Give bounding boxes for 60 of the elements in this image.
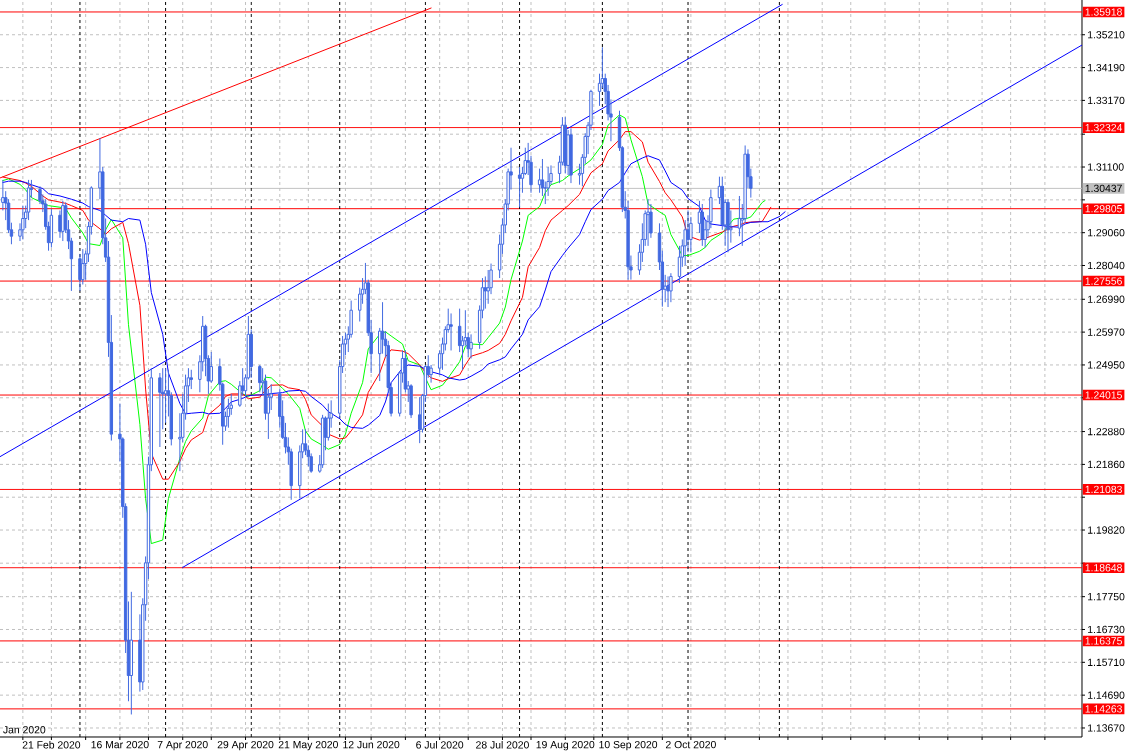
y-tick-label: 1.33170 — [1088, 96, 1125, 105]
candlestick — [569, 127, 573, 184]
y-tick-label: 1.28040 — [1088, 261, 1125, 270]
y-tick-label: 1.14690 — [1088, 691, 1125, 699]
candlestick — [349, 300, 353, 339]
ref-line-label: 1.29805 — [1085, 205, 1122, 213]
x-tick-label: 6 Jul 2020 — [416, 740, 464, 749]
ref-line-label: 1.16375 — [1085, 637, 1122, 645]
candlestick — [449, 312, 453, 351]
y-tick-label: 1.25970 — [1088, 328, 1125, 336]
candlestick — [409, 383, 413, 419]
y-tick-label: 1.16730 — [1088, 625, 1125, 634]
x-tick-label: 12 Jun 2020 — [343, 740, 400, 749]
candlestick — [18, 222, 22, 242]
candlestick — [549, 164, 553, 186]
candlestick — [537, 168, 542, 194]
y-tick-label: 1.22880 — [1088, 427, 1125, 436]
y-tick-label: 1.31100 — [1088, 163, 1124, 171]
x-tick-label: 28 Jul 2020 — [476, 740, 529, 749]
x-tick-label: 2 Oct 2020 — [665, 740, 716, 749]
x-tick-label: 10 Sep 2020 — [599, 740, 658, 751]
y-tick-label: 1.21860 — [1088, 460, 1125, 469]
ref-line-label: 1.24015 — [1085, 391, 1122, 399]
ref-line-label: 1.14263 — [1085, 705, 1122, 713]
y-tick-label: 1.24950 — [1088, 361, 1125, 369]
candlestick — [669, 272, 673, 303]
candlestick — [726, 198, 730, 253]
x-tick-label: 7 Apr 2020 — [157, 740, 208, 751]
ref-line-label: 1.35918 — [1085, 8, 1122, 16]
x-tick-label: 19 Aug 2020 — [536, 740, 595, 751]
y-tick-label: 1.29060 — [1088, 229, 1125, 237]
line-series — [2, 114, 766, 545]
candlestick — [38, 185, 42, 205]
candlestick — [378, 327, 382, 382]
candlestick — [709, 189, 713, 229]
ref-line-label: 1.18648 — [1085, 564, 1122, 572]
y-tick-label: 1.13670 — [1088, 724, 1125, 732]
y-tick-label: 1.19820 — [1088, 526, 1125, 534]
annotation: Jan 2020 — [3, 726, 46, 734]
candlestick — [129, 591, 134, 715]
ref-line-label: 1.27556 — [1085, 277, 1122, 285]
y-tick-label: 1.17750 — [1088, 592, 1125, 601]
x-tick-label: 16 Mar 2020 — [91, 740, 149, 749]
candlestick — [417, 396, 422, 444]
ref-line-label: 1.32324 — [1085, 123, 1123, 132]
candlestick — [486, 269, 490, 305]
candlestick — [298, 444, 302, 499]
x-tick-label: 21 May 2020 — [278, 740, 338, 751]
y-tick-label: 1.26990 — [1088, 295, 1125, 303]
ref-line-label: 1.21083 — [1085, 485, 1122, 494]
ref-line-label: 1.30437 — [1085, 184, 1122, 193]
candlestick — [158, 372, 162, 448]
x-tick-label: 21 Feb 2020 — [22, 740, 81, 749]
y-tick-label: 1.15710 — [1088, 658, 1125, 666]
candlestick — [666, 275, 670, 308]
y-tick-label: 1.35210 — [1088, 31, 1125, 39]
candlestick — [229, 393, 233, 416]
y-tick-label: 1.34190 — [1088, 63, 1125, 72]
x-tick-label: 29 Apr 2020 — [217, 740, 274, 751]
candlestick — [646, 198, 650, 247]
